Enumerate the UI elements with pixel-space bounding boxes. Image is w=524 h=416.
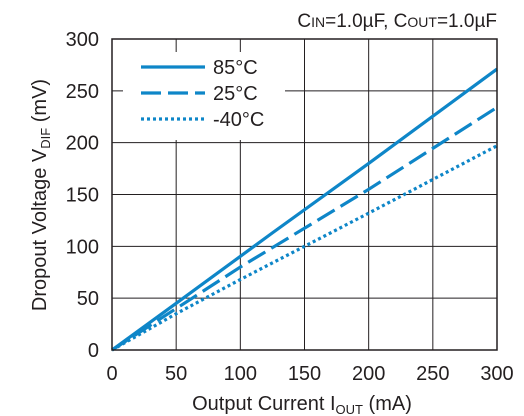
legend-entries: 85°C 25°C -40°C [141, 57, 264, 131]
cout-label: C [394, 11, 408, 32]
x-tick-label-3: 150 [288, 363, 321, 385]
y-axis-title-subscript: DIF [38, 128, 53, 149]
cin-subscript: IN [311, 14, 325, 30]
x-axis-title: Output Current IOUT (mA) [192, 393, 412, 416]
y-tick-label-6: 300 [66, 29, 99, 51]
x-axis-title-unit: (mA) [363, 393, 412, 415]
y-axis-title-main: Dropout Voltage V [29, 148, 51, 311]
y-tick-label-2: 100 [66, 236, 99, 258]
x-tick-label-6: 300 [480, 363, 513, 385]
x-tick-label-1: 50 [165, 363, 187, 385]
y-tick-label-4: 200 [66, 133, 99, 155]
capacitance-annotation: CIN=1.0µF, COUT=1.0µF [297, 11, 497, 32]
legend-label-2: -40°C [213, 109, 264, 131]
x-axis-title-subscript: OUT [336, 402, 364, 416]
y-tick-label-0: 0 [88, 340, 99, 362]
cin-label: C [297, 11, 311, 32]
series-lines [111, 67, 498, 352]
y-tick-label-1: 50 [77, 288, 99, 310]
y-tick-label-3: 150 [66, 185, 99, 207]
plot-frame [111, 38, 498, 351]
y-tick-label-5: 250 [66, 81, 99, 103]
x-tick-label-5: 250 [416, 363, 449, 385]
series-line-2 [111, 144, 498, 352]
y-tick-labels: 0 50 100 150 200 250 300 [66, 29, 99, 362]
cout-subscript: OUT [407, 14, 437, 30]
legend-label-0: 85°C [213, 57, 258, 79]
y-axis-title: Dropout Voltage VDIF (mV) [29, 79, 53, 311]
series-line-0 [111, 67, 498, 352]
x-axis-title-main: Output Current I [192, 393, 335, 415]
x-tick-label-0: 0 [106, 363, 117, 385]
cin-value: =1.0µF, [325, 11, 394, 32]
x-tick-labels: 0 50 100 150 200 250 300 [106, 363, 513, 385]
x-tick-label-4: 200 [352, 363, 385, 385]
series-line-1 [111, 106, 498, 352]
cout-value: =1.0µF [437, 11, 497, 32]
x-tick-label-2: 100 [224, 363, 257, 385]
legend-label-1: 25°C [213, 83, 258, 105]
y-axis-title-unit: (mV) [29, 79, 51, 128]
